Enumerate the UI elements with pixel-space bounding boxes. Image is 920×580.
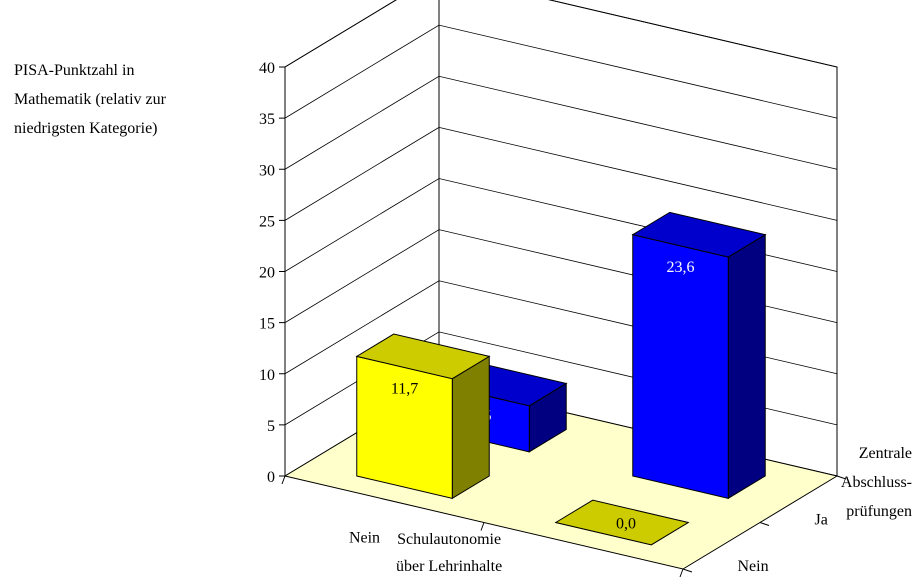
y-tick-label: 25: [259, 213, 275, 230]
bar-top: [554, 499, 690, 546]
x-axis-title: Schulautonomie über Lehrinhalte: [396, 526, 502, 580]
y-tick-label: 20: [259, 265, 275, 282]
y-tick-label: 0: [267, 469, 275, 486]
bar: 11,7: [355, 333, 491, 500]
tick-labels: 0 5 10 15 20 25 30 35 40 Nein Ja Nein Ja: [259, 60, 828, 578]
z-tick-label: Ja: [815, 511, 828, 528]
axes: [279, 66, 847, 578]
bar-top: [631, 211, 767, 258]
gridlines: [284, 0, 838, 426]
bars: 4,523,611,70,0: [355, 211, 767, 546]
bar-value-label: 0,0: [616, 516, 636, 533]
z-tick-mark: [759, 522, 770, 526]
z-axis-title-line: prüfungen: [846, 503, 912, 520]
bar-front: [356, 355, 453, 499]
z-tick-mark: [682, 568, 693, 573]
bar-value-label: 23,6: [667, 259, 695, 276]
z-tick-mark: [836, 475, 847, 480]
y-tick-label: 10: [259, 367, 275, 384]
y-tick-label: 15: [259, 316, 275, 333]
y-tick-label: 5: [267, 418, 275, 435]
x-axis-title-line: Schulautonomie: [397, 531, 502, 548]
x-axis-title-line: über Lehrinhalte: [396, 558, 503, 575]
x-tick-label: Ja: [557, 576, 570, 578]
y-axis-title-line: PISA-Punktzahl in: [14, 62, 135, 79]
gridline: [284, 0, 838, 68]
x-tick-label: Nein: [349, 529, 380, 546]
gridline: [284, 126, 838, 221]
z-tick-label: Nein: [738, 558, 769, 575]
z-axis-title-line: Zentrale: [858, 445, 912, 462]
x-tick-mark: [679, 568, 684, 578]
y-tick-label: 35: [259, 111, 275, 128]
y-axis-title-line: niedrigsten Kategorie): [14, 120, 158, 137]
gridline: [284, 75, 838, 170]
bar: 23,6: [631, 211, 767, 500]
bar: 0,0: [554, 499, 690, 546]
bar-value-label: 11,7: [391, 381, 418, 398]
bar-top: [355, 333, 491, 380]
x-tick-mark: [281, 475, 286, 485]
gridline: [284, 24, 838, 119]
y-axis-title: PISA-Punktzahl in Mathematik (relativ zu…: [14, 56, 166, 143]
y-axis-title-line: Mathematik (relativ zur: [14, 91, 166, 108]
y-tick-label: 30: [259, 162, 275, 179]
bar-side: [451, 355, 490, 500]
z-axis-title-line: Abschluss-: [840, 474, 912, 491]
z-axis-title: Zentrale Abschluss- prüfungen: [818, 439, 912, 526]
y-tick-label: 40: [259, 60, 275, 77]
x-tick-mark: [480, 522, 485, 531]
bar-side: [727, 233, 766, 500]
